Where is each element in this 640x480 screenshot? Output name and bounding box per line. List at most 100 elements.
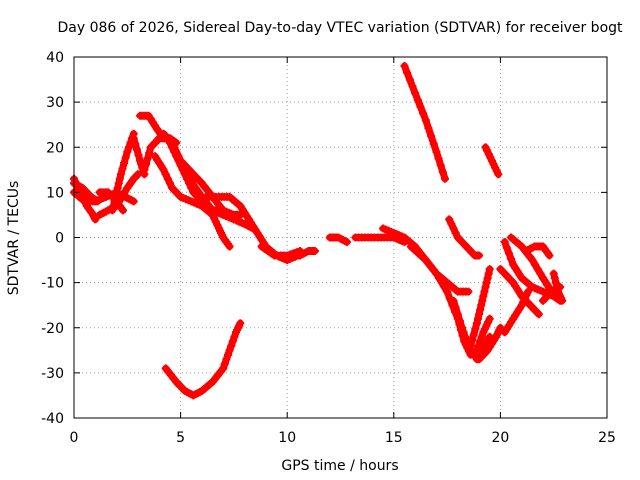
data-point: [472, 319, 481, 328]
series-arc-12: [185, 174, 245, 224]
y-tick-label: 30: [46, 95, 64, 111]
data-point: [552, 283, 561, 292]
y-tick-label: 40: [46, 50, 64, 66]
x-tick-label: 25: [598, 430, 616, 446]
data-point: [531, 260, 539, 269]
data-point: [236, 319, 245, 328]
data-point: [436, 161, 445, 170]
data-point: [480, 287, 489, 296]
data-point: [131, 139, 140, 148]
data-point: [432, 147, 441, 156]
data-point: [91, 215, 100, 224]
data-point: [120, 188, 129, 197]
y-tick-label: -20: [41, 321, 64, 337]
series-arc-11: [151, 152, 234, 251]
series-arc-16: [325, 233, 351, 246]
data-point: [447, 220, 456, 228]
data-point: [220, 359, 229, 368]
data-point: [132, 171, 141, 180]
data-point: [551, 278, 560, 287]
y-tick-label: 20: [46, 140, 64, 156]
y-tick-label: -30: [41, 366, 64, 382]
data-point: [110, 197, 119, 206]
data-point: [194, 188, 203, 197]
y-tick-label: 0: [55, 231, 64, 247]
data-point: [342, 238, 351, 246]
data-point: [113, 183, 122, 192]
data-point: [424, 124, 433, 133]
series-layer: [70, 62, 567, 400]
data-point: [129, 197, 138, 206]
data-point: [524, 287, 533, 296]
data-point: [458, 323, 466, 332]
data-point: [180, 170, 189, 179]
data-point: [161, 170, 170, 179]
data-point: [469, 330, 478, 339]
series-arc-30: [522, 242, 554, 260]
grid: [74, 57, 607, 418]
data-point: [188, 179, 197, 188]
data-point: [310, 247, 319, 255]
series-arc-28: [496, 265, 543, 319]
x-tick-label: 20: [491, 430, 509, 446]
data-point: [453, 310, 462, 319]
x-tick-label: 10: [278, 430, 296, 446]
data-point: [435, 274, 444, 283]
data-point: [132, 145, 141, 154]
data-point: [483, 274, 492, 283]
data-point: [224, 350, 232, 359]
data-point: [437, 278, 446, 287]
data-point: [225, 346, 234, 355]
data-point: [459, 328, 468, 337]
chart-title: Day 086 of 2026, Sidereal Day-to-day VTE…: [57, 20, 623, 36]
data-point: [451, 229, 460, 237]
y-tick-labels: -40 -30 -20 -10 0 10 20 30 40: [41, 50, 64, 427]
series-arc-21: [466, 265, 494, 350]
data-point: [159, 165, 168, 174]
data-point: [474, 314, 482, 323]
data-point: [230, 332, 239, 341]
x-tick-label: 5: [176, 430, 185, 446]
data-point: [134, 151, 143, 160]
data-point: [411, 89, 420, 98]
data-point: [421, 116, 430, 125]
data-point: [419, 109, 428, 118]
data-point: [129, 134, 138, 143]
data-point: [468, 336, 477, 345]
data-point: [413, 95, 422, 104]
data-point: [228, 337, 237, 346]
data-point: [445, 215, 454, 224]
y-tick-label: -40: [41, 411, 64, 427]
data-point: [494, 170, 503, 179]
data-point: [485, 314, 494, 323]
series-arc-23: [445, 215, 484, 260]
data-point: [443, 287, 452, 296]
data-point: [143, 154, 152, 163]
data-point: [449, 224, 458, 233]
x-tick-label: 15: [385, 430, 403, 446]
data-point: [408, 82, 417, 91]
data-point: [455, 317, 464, 325]
data-point: [449, 296, 458, 305]
y-tick-label: -10: [41, 276, 64, 292]
data-point: [427, 132, 436, 140]
data-point: [432, 269, 441, 278]
y-axis-title: SDTVAR / TECUs: [6, 181, 22, 296]
series-arc-25: [481, 143, 503, 179]
x-tick-labels: 0 5 10 15 20 25: [70, 430, 616, 446]
data-point: [115, 174, 124, 183]
data-point: [476, 305, 485, 314]
data-point: [558, 296, 567, 305]
data-point: [185, 174, 194, 183]
data-point: [507, 254, 516, 263]
data-point: [121, 153, 130, 162]
data-point: [475, 251, 484, 260]
data-point: [416, 102, 425, 111]
data-point: [533, 265, 542, 274]
data-point: [479, 292, 488, 301]
data-point: [476, 337, 485, 346]
data-point: [227, 341, 236, 350]
series-arc-32: [549, 269, 567, 305]
data-point: [123, 147, 132, 156]
